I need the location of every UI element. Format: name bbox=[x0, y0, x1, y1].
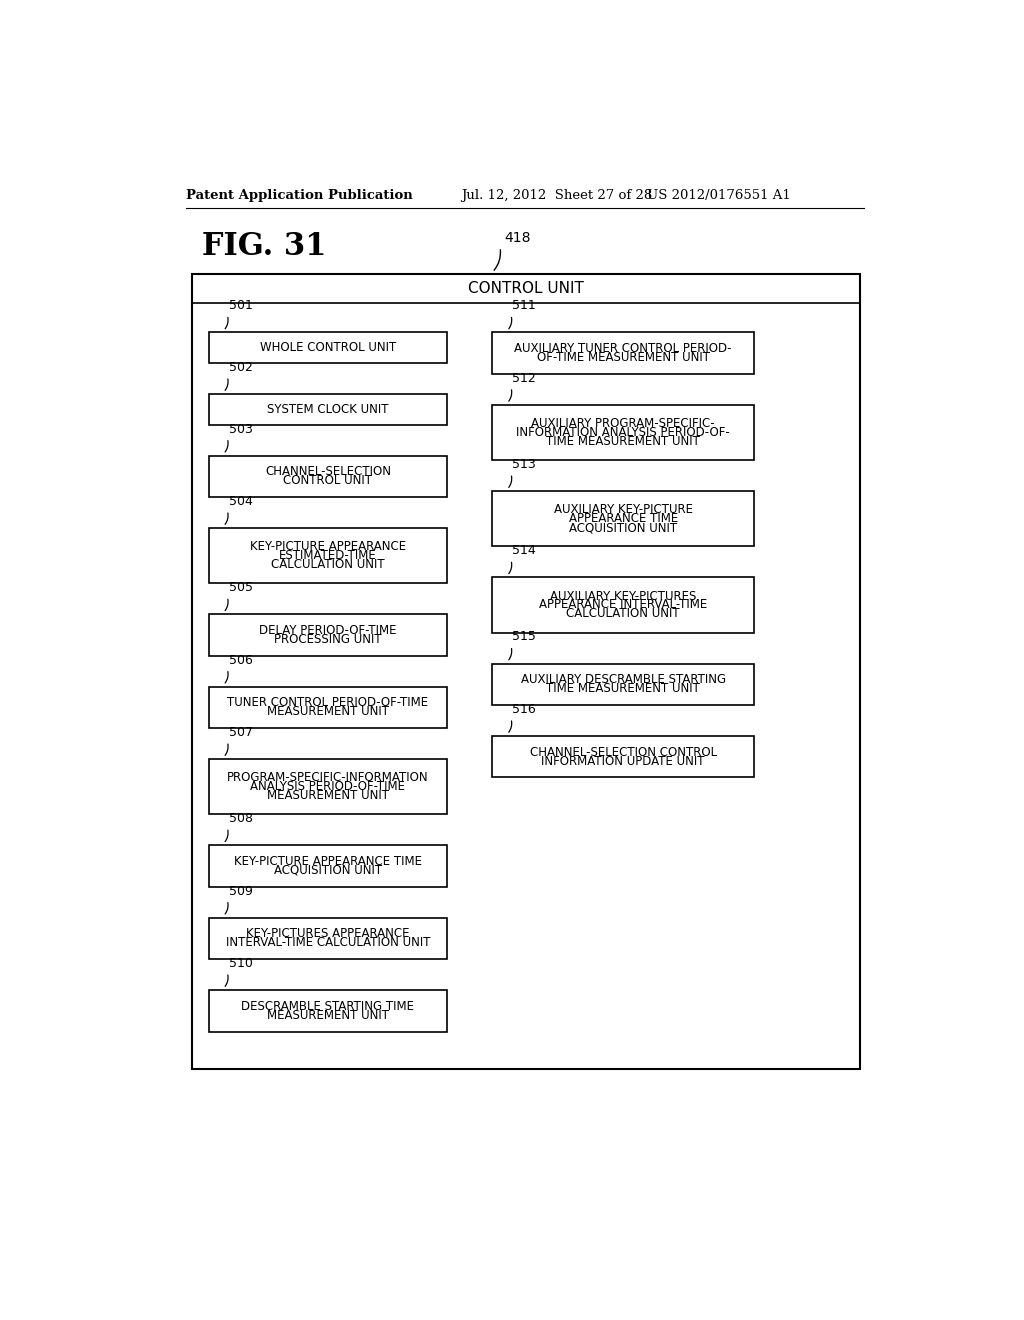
Text: 513: 513 bbox=[512, 458, 537, 471]
Text: 506: 506 bbox=[228, 653, 253, 667]
Text: DELAY PERIOD-OF-TIME: DELAY PERIOD-OF-TIME bbox=[259, 624, 396, 638]
Text: AUXILIARY KEY-PICTURES: AUXILIARY KEY-PICTURES bbox=[550, 590, 696, 603]
Text: KEY-PICTURE APPEARANCE: KEY-PICTURE APPEARANCE bbox=[250, 540, 406, 553]
Text: ACQUISITION UNIT: ACQUISITION UNIT bbox=[569, 521, 677, 535]
Text: APPEARANCE INTERVAL-TIME: APPEARANCE INTERVAL-TIME bbox=[539, 598, 708, 611]
Bar bbox=[493, 737, 755, 777]
Text: AUXILIARY DESCRAMBLE STARTING: AUXILIARY DESCRAMBLE STARTING bbox=[520, 673, 726, 686]
Text: SYSTEM CLOCK UNIT: SYSTEM CLOCK UNIT bbox=[267, 403, 389, 416]
Bar bbox=[209, 528, 447, 583]
Text: ESTIMATED-TIME: ESTIMATED-TIME bbox=[280, 549, 377, 562]
Text: 512: 512 bbox=[512, 372, 537, 385]
Text: WHOLE CONTROL UNIT: WHOLE CONTROL UNIT bbox=[260, 342, 396, 354]
Bar bbox=[209, 845, 447, 887]
Bar bbox=[493, 491, 755, 546]
Text: ACQUISITION UNIT: ACQUISITION UNIT bbox=[273, 865, 382, 876]
Text: CONTROL UNIT: CONTROL UNIT bbox=[284, 474, 373, 487]
Bar bbox=[493, 333, 755, 374]
Bar bbox=[209, 333, 447, 363]
Text: TIME MEASUREMENT UNIT: TIME MEASUREMENT UNIT bbox=[546, 682, 700, 696]
Text: CHANNEL-SELECTION: CHANNEL-SELECTION bbox=[265, 466, 391, 478]
Bar bbox=[209, 990, 447, 1032]
Text: APPEARANCE TIME: APPEARANCE TIME bbox=[568, 512, 678, 525]
Text: Patent Application Publication: Patent Application Publication bbox=[186, 189, 413, 202]
Text: 514: 514 bbox=[512, 544, 537, 557]
Text: 501: 501 bbox=[228, 300, 253, 313]
Text: PROGRAM-SPECIFIC-INFORMATION: PROGRAM-SPECIFIC-INFORMATION bbox=[227, 771, 429, 784]
Text: FIG. 31: FIG. 31 bbox=[202, 231, 326, 263]
Text: CONTROL UNIT: CONTROL UNIT bbox=[468, 281, 584, 296]
Text: Jul. 12, 2012  Sheet 27 of 28: Jul. 12, 2012 Sheet 27 of 28 bbox=[461, 189, 652, 202]
Bar bbox=[209, 455, 447, 498]
Text: INTERVAL-TIME CALCULATION UNIT: INTERVAL-TIME CALCULATION UNIT bbox=[225, 936, 430, 949]
Text: 515: 515 bbox=[512, 631, 537, 644]
Text: INFORMATION UPDATE UNIT: INFORMATION UPDATE UNIT bbox=[542, 755, 705, 768]
Text: AUXILIARY KEY-PICTURE: AUXILIARY KEY-PICTURE bbox=[554, 503, 692, 516]
Bar bbox=[191, 275, 859, 1069]
Text: 504: 504 bbox=[228, 495, 253, 508]
Bar bbox=[493, 405, 755, 461]
Text: 507: 507 bbox=[228, 726, 253, 739]
Bar bbox=[209, 759, 447, 814]
Text: OF-TIME MEASUREMENT UNIT: OF-TIME MEASUREMENT UNIT bbox=[537, 351, 710, 364]
Text: KEY-PICTURE APPEARANCE TIME: KEY-PICTURE APPEARANCE TIME bbox=[233, 855, 422, 869]
Text: AUXILIARY PROGRAM-SPECIFIC-: AUXILIARY PROGRAM-SPECIFIC- bbox=[531, 417, 715, 430]
Bar bbox=[493, 664, 755, 705]
Text: CHANNEL-SELECTION CONTROL: CHANNEL-SELECTION CONTROL bbox=[529, 746, 717, 759]
Text: 505: 505 bbox=[228, 581, 253, 594]
Text: 502: 502 bbox=[228, 360, 253, 374]
Text: MEASUREMENT UNIT: MEASUREMENT UNIT bbox=[267, 1008, 389, 1022]
Text: ANALYSIS PERIOD-OF-TIME: ANALYSIS PERIOD-OF-TIME bbox=[251, 780, 406, 793]
Text: MEASUREMENT UNIT: MEASUREMENT UNIT bbox=[267, 789, 389, 803]
Text: US 2012/0176551 A1: US 2012/0176551 A1 bbox=[647, 189, 791, 202]
Text: 508: 508 bbox=[228, 812, 253, 825]
Text: KEY-PICTURES APPEARANCE: KEY-PICTURES APPEARANCE bbox=[246, 928, 410, 940]
Bar bbox=[209, 686, 447, 729]
Text: INFORMATION ANALYSIS PERIOD-OF-: INFORMATION ANALYSIS PERIOD-OF- bbox=[516, 426, 730, 440]
Text: AUXILIARY TUNER CONTROL PERIOD-: AUXILIARY TUNER CONTROL PERIOD- bbox=[514, 342, 732, 355]
Bar bbox=[493, 577, 755, 632]
Text: MEASUREMENT UNIT: MEASUREMENT UNIT bbox=[267, 705, 389, 718]
Text: 503: 503 bbox=[228, 422, 253, 436]
Text: 509: 509 bbox=[228, 884, 253, 898]
Text: CALCULATION UNIT: CALCULATION UNIT bbox=[566, 607, 680, 620]
Bar bbox=[209, 395, 447, 425]
Text: PROCESSING UNIT: PROCESSING UNIT bbox=[274, 634, 382, 645]
Text: DESCRAMBLE STARTING TIME: DESCRAMBLE STARTING TIME bbox=[242, 999, 415, 1012]
Text: 510: 510 bbox=[228, 957, 253, 970]
Text: 418: 418 bbox=[504, 231, 530, 244]
Bar bbox=[209, 917, 447, 960]
Text: 511: 511 bbox=[512, 300, 537, 313]
Text: 516: 516 bbox=[512, 702, 537, 715]
Text: TUNER CONTROL PERIOD-OF-TIME: TUNER CONTROL PERIOD-OF-TIME bbox=[227, 697, 428, 709]
Text: CALCULATION UNIT: CALCULATION UNIT bbox=[271, 558, 385, 572]
Bar bbox=[209, 614, 447, 656]
Text: TIME MEASUREMENT UNIT: TIME MEASUREMENT UNIT bbox=[546, 434, 700, 447]
